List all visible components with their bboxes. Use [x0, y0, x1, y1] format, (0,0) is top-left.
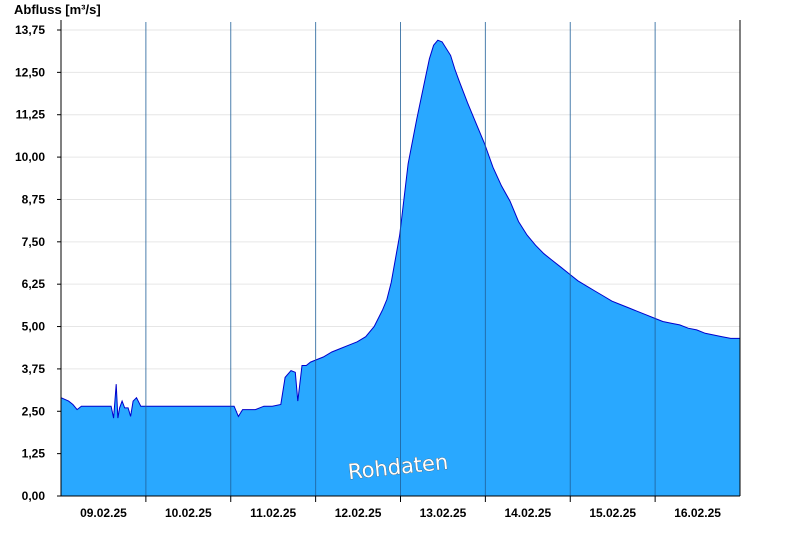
y-tick-label: 12,50 — [15, 65, 45, 79]
y-tick-label: 10,00 — [15, 150, 45, 164]
y-axis-label: Abfluss [m³/s] — [14, 2, 101, 17]
y-tick-label: 5,00 — [22, 320, 46, 334]
y-tick-label: 3,75 — [22, 362, 46, 376]
y-tick-label: 0,00 — [22, 489, 46, 503]
y-tick-label: 13,75 — [15, 23, 45, 37]
x-tick-label: 10.02.25 — [165, 506, 212, 520]
x-tick-label: 15.02.25 — [589, 506, 636, 520]
x-tick-label: 13.02.25 — [420, 506, 467, 520]
x-tick-label: 14.02.25 — [504, 506, 551, 520]
x-tick-label: 12.02.25 — [335, 506, 382, 520]
y-tick-label: 7,50 — [22, 235, 46, 249]
x-tick-label: 11.02.25 — [250, 506, 296, 520]
y-tick-label: 6,25 — [22, 277, 46, 291]
y-tick-label: 8,75 — [22, 192, 46, 206]
discharge-line — [60, 39, 740, 419]
y-tick-label: 1,25 — [22, 447, 46, 461]
x-tick-label: 09.02.25 — [80, 506, 127, 520]
y-tick-label: 11,25 — [16, 108, 46, 122]
x-tick-label: 16.02.25 — [674, 506, 721, 520]
y-tick-label: 2,50 — [22, 404, 46, 418]
